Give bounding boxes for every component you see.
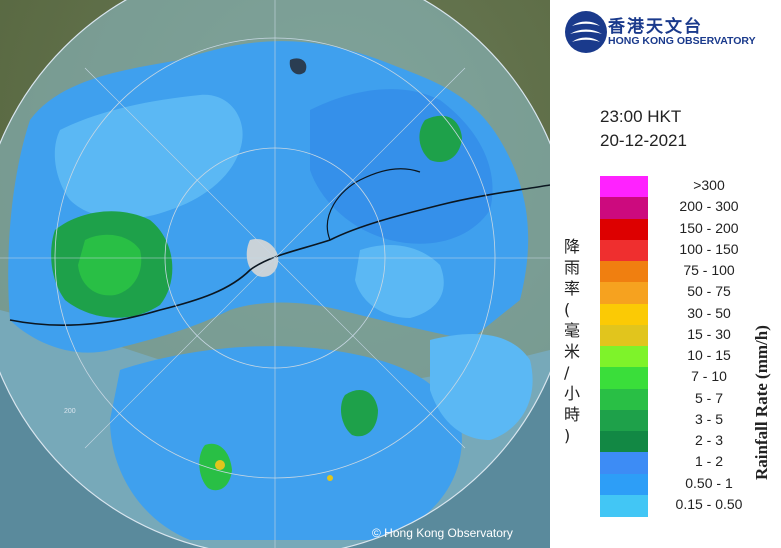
legend-swatch — [600, 346, 648, 368]
axis-label-cn: 降雨率 ( 毫米 / 小時) — [564, 236, 588, 446]
svg-text:Rainfall Rate (mm/h): Rainfall Rate (mm/h) — [752, 325, 771, 480]
legend-label: 30 - 50 — [687, 304, 731, 321]
legend-label: 3 - 5 — [694, 410, 723, 427]
axis-label-cn-char: 米 — [564, 342, 581, 361]
timestamp-time: 23:00 HKT — [600, 107, 682, 126]
legend-label: 15 - 30 — [687, 325, 731, 342]
grid-line-antidiagonal — [84, 67, 466, 449]
rain-echoes — [8, 41, 533, 540]
legend-swatch — [600, 303, 648, 326]
legend-label: >300 — [693, 177, 725, 193]
legend-swatch — [600, 218, 648, 241]
hko-logo — [565, 11, 607, 53]
axis-label-cn-char: 時 — [564, 405, 581, 424]
legend-label: 0.15 - 0.50 — [675, 495, 743, 512]
legend-label: 0.50 - 1 — [685, 474, 733, 491]
legend-panel: 香港天文台 HONG KONG OBSERVATORY 23:00 HKT 20… — [550, 0, 781, 548]
legend-label: 75 - 100 — [683, 262, 735, 278]
legend-swatch — [600, 494, 648, 517]
legend-label: 50 - 75 — [687, 283, 731, 300]
coastline — [9, 184, 550, 326]
legend-swatch — [600, 452, 648, 474]
legend-label: 200 - 300 — [679, 198, 739, 215]
legend-label: 2 - 3 — [694, 432, 723, 448]
axis-label-en: Rainfall Rate (mm/h) — [752, 325, 771, 480]
range-label: 200 — [64, 408, 76, 415]
legend-swatch — [600, 324, 648, 347]
axis-label-cn-char: 毫 — [564, 321, 581, 340]
legend-label: 150 - 200 — [679, 219, 739, 236]
legend-label: 7 - 10 — [691, 368, 727, 385]
legend-swatch — [600, 176, 648, 198]
axis-label-cn-char: 降 — [564, 237, 581, 256]
axis-label-cn-char: 雨 — [564, 258, 581, 277]
radar-map — [0, 0, 550, 548]
axis-label-cn-char: 率 — [564, 279, 581, 298]
legend-label: 100 - 150 — [679, 240, 739, 257]
legend-swatch — [600, 367, 648, 389]
timestamp-date: 20-12-2021 — [600, 131, 687, 150]
legend-label: 10 - 15 — [687, 347, 731, 363]
legend-swatch — [600, 261, 648, 283]
axis-label-cn-char: / — [564, 363, 570, 382]
axis-label-cn-char: ) — [564, 426, 571, 445]
legend-swatch — [600, 197, 648, 219]
observatory-name-en: HONG KONG OBSERVATORY — [608, 35, 756, 47]
legend-color-scale — [600, 176, 648, 517]
axis-label-cn-char: ( — [564, 300, 571, 319]
legend-swatch — [600, 239, 648, 262]
legend-swatch — [600, 409, 648, 432]
legend-swatch — [600, 388, 648, 411]
axis-label-cn-char: 小 — [564, 384, 581, 403]
copyright-text: © Hong Kong Observatory — [372, 526, 513, 540]
observatory-name-cn: 香港天文台 — [608, 17, 703, 37]
coastline-east — [326, 168, 421, 241]
legend-swatch — [600, 431, 648, 453]
legend-label: 1 - 2 — [694, 453, 723, 470]
legend-swatch — [600, 282, 648, 304]
hko-logo-icon — [565, 11, 607, 53]
legend-swatch — [600, 473, 648, 496]
legend-label: 5 - 7 — [694, 389, 723, 406]
